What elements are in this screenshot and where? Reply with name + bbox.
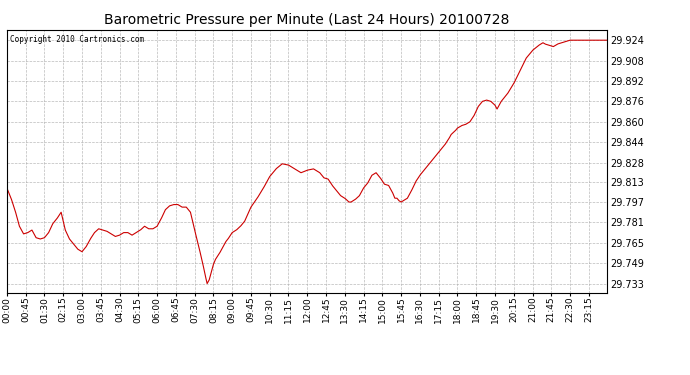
Text: Copyright 2010 Cartronics.com: Copyright 2010 Cartronics.com bbox=[10, 35, 144, 44]
Title: Barometric Pressure per Minute (Last 24 Hours) 20100728: Barometric Pressure per Minute (Last 24 … bbox=[104, 13, 510, 27]
